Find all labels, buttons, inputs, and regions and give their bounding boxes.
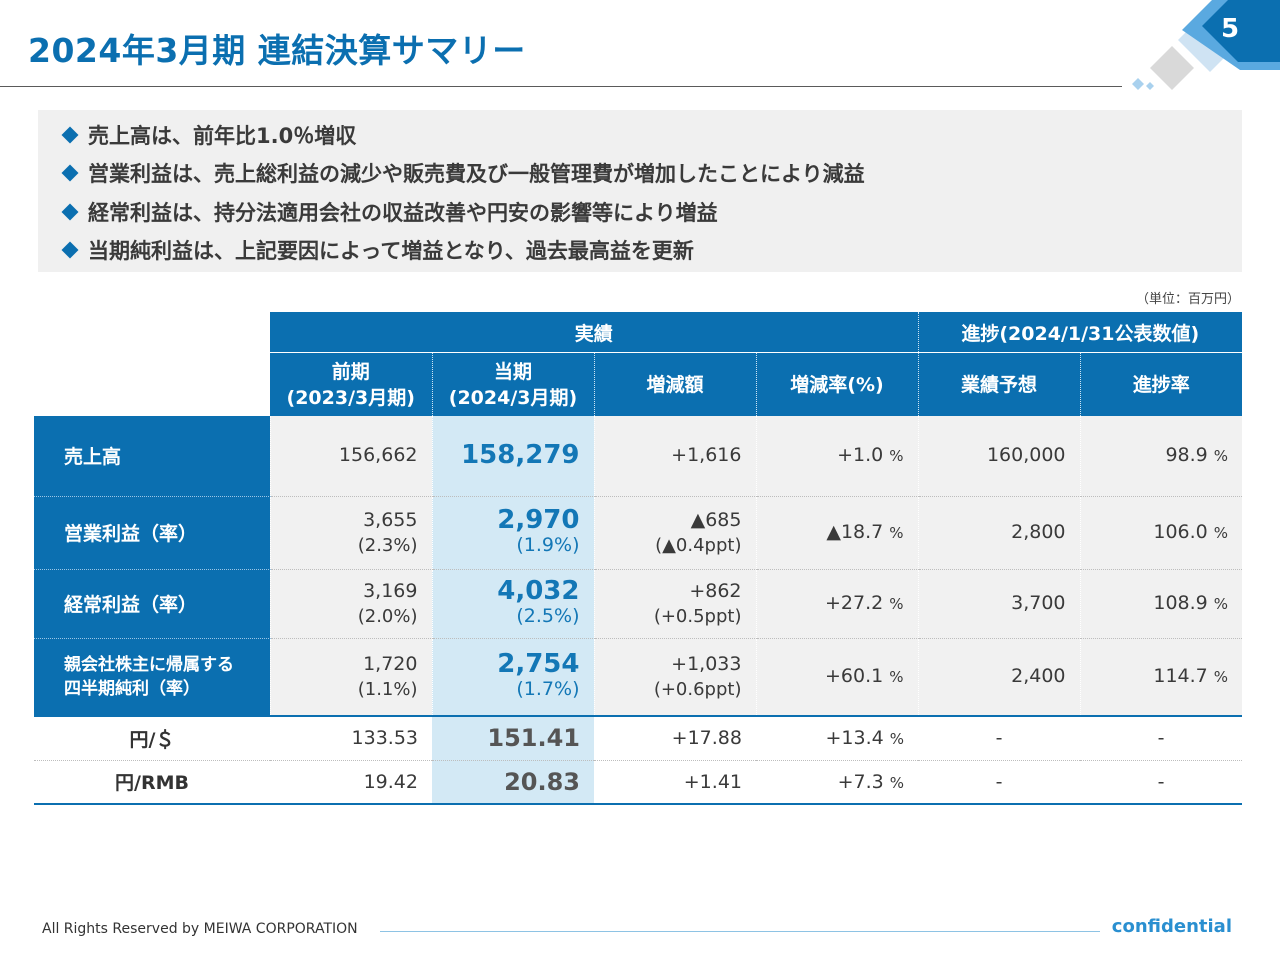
change-value: +1,616 [593,416,756,497]
row-label: 売上高 [34,416,270,497]
summary-item: 売上高は、前年比1.0％増収 [61,121,356,151]
fx-change: +1.41 [594,760,756,805]
header-current-period: 当期 (2024/3月期) [431,352,594,416]
change-rate-value: +60.1% [755,638,919,717]
fx-current: 20.83 [432,760,594,805]
summary-box: 売上高は、前年比1.0％増収 営業利益は、売上総利益の減少や販売費及び一般管理費… [38,110,1242,272]
change-rate-value: ▲18.7% [755,496,919,570]
table-row: 営業利益（率） 3,655 (2.3%) 2,970 (1.9%) ▲685 (… [34,496,1243,570]
change-rate-value: +27.2% [755,569,919,639]
diamond-bullet-icon [61,203,79,221]
header-results: 実績 [270,312,919,353]
change-value: +862 (+0.5ppt) [593,569,756,639]
current-value: 2,754 (1.7%) [431,638,594,717]
progress-rate-value: 114.7% [1079,638,1243,717]
corner-decoration-icon [1132,0,1280,90]
fx-change: +17.88 [594,715,756,761]
header-change: 増減額 [593,352,756,416]
header-prev-period: 前期 (2023/3月期) [270,352,432,416]
header-progress-rate: 進捗率 [1079,352,1243,416]
table-row: 経常利益（率） 3,169 (2.0%) 4,032 (2.5%) +862 (… [34,569,1243,639]
prev-value: 156,662 [269,416,432,497]
fx-prev: 133.53 [270,715,432,761]
fx-label: 円/RMB [34,760,270,805]
footer-divider [380,931,1100,932]
prev-value: 3,169 (2.0%) [269,569,432,639]
forecast-value: 160,000 [917,416,1081,497]
prev-value: 3,655 (2.3%) [269,496,432,570]
summary-item: 当期純利益は、上記要因によって増益となり、過去最高益を更新 [61,236,694,266]
progress-rate-value: 106.0% [1079,496,1243,570]
change-rate-value: +1.0% [755,416,919,497]
footer-confidential: confidential [1111,916,1232,937]
fx-change-rate: +7.3% [756,760,919,805]
unit-note: （単位：百万円） [1135,292,1240,307]
fx-forecast: - [918,715,1081,761]
current-value: 2,970 (1.9%) [431,496,594,570]
row-label: 営業利益（率） [34,496,270,570]
forecast-value: 2,400 [917,638,1081,717]
header-forecast: 業績予想 [917,352,1081,416]
summary-item: 営業利益は、売上総利益の減少や販売費及び一般管理費が増加したことにより減益 [61,159,865,189]
progress-rate-value: 98.9% [1079,416,1243,497]
fx-current: 151.41 [432,715,594,761]
fx-change-rate: +13.4% [756,715,919,761]
fx-label: 円/＄ [34,715,270,761]
change-value: +1,033 (+0.6ppt) [593,638,756,717]
prev-value: 1,720 (1.1%) [269,638,432,717]
diamond-bullet-icon [61,164,79,182]
summary-item: 経常利益は、持分法適用会社の収益改善や円安の影響等により増益 [61,198,718,228]
fx-row-rmb: 円/RMB 19.42 20.83 +1.41 +7.3% - - [34,760,1243,805]
header-blank [34,312,270,416]
forecast-value: 2,800 [917,496,1081,570]
current-value: 4,032 (2.5%) [431,569,594,639]
row-label: 経常利益（率） [34,569,270,639]
fx-prev: 19.42 [270,760,432,805]
financial-summary-table: 実績 進捗(2024/1/31公表数値) 前期 (2023/3月期) 当期 (2… [34,312,1243,805]
change-value: ▲685 (▲0.4ppt) [593,496,756,570]
current-value: 158,279 [431,416,594,497]
footer-copyright: All Rights Reserved by MEIWA CORPORATION [42,921,358,937]
fx-forecast: - [918,760,1081,805]
fx-row-usd: 円/＄ 133.53 151.41 +17.88 +13.4% - - [34,715,1243,761]
table-subheader-row: 前期 (2023/3月期) 当期 (2024/3月期) 増減額 増減率(%) 業… [34,352,1243,416]
page-title: 2024年3月期 連結決算サマリー [28,31,526,70]
forecast-value: 3,700 [917,569,1081,639]
header-progress: 進捗(2024/1/31公表数値) [917,312,1243,353]
page-number: 5 [1220,14,1240,44]
table-row: 売上高 156,662 158,279 +1,616 +1.0% 160,000… [34,416,1243,497]
diamond-bullet-icon [61,241,79,259]
title-divider [0,86,1122,87]
header-change-rate: 増減率(%) [755,352,919,416]
fx-progress: - [1080,760,1243,805]
row-label: 親会社株主に帰属する 四半期純利（率） [34,638,270,717]
table-row: 親会社株主に帰属する 四半期純利（率） 1,720 (1.1%) 2,754 (… [34,638,1243,717]
fx-progress: - [1080,715,1243,761]
progress-rate-value: 108.9% [1079,569,1243,639]
diamond-bullet-icon [61,126,79,144]
table-header-row: 実績 進捗(2024/1/31公表数値) [34,312,1243,416]
